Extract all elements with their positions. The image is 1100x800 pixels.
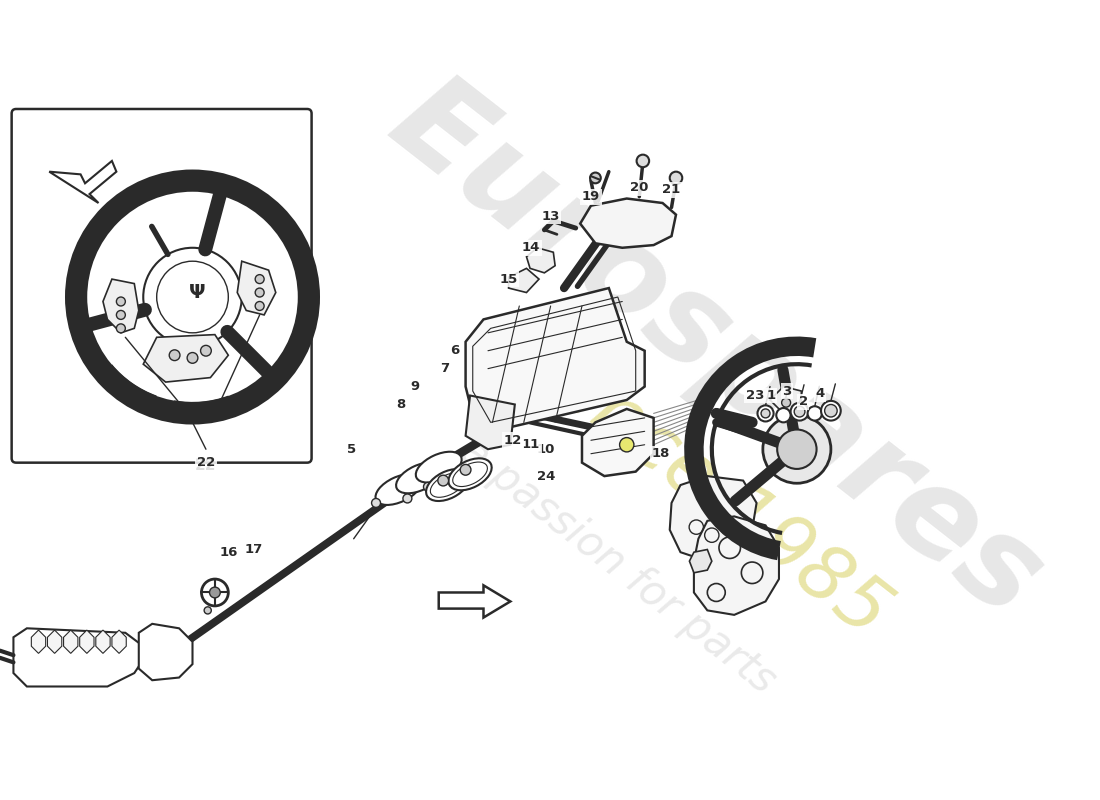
Text: 17: 17: [244, 543, 263, 556]
Text: 14: 14: [521, 242, 540, 254]
Ellipse shape: [396, 462, 442, 494]
Text: 6: 6: [450, 344, 460, 358]
Text: 22: 22: [195, 458, 217, 473]
Text: 11: 11: [521, 438, 540, 451]
Polygon shape: [439, 586, 510, 618]
Text: a passion for parts: a passion for parts: [452, 430, 783, 702]
Circle shape: [205, 607, 211, 614]
Polygon shape: [508, 268, 539, 293]
Text: 3: 3: [782, 385, 792, 398]
Text: 4: 4: [815, 387, 825, 400]
Circle shape: [670, 172, 682, 184]
Circle shape: [255, 274, 264, 283]
Circle shape: [590, 173, 601, 183]
Circle shape: [424, 482, 432, 491]
Circle shape: [117, 324, 125, 333]
Polygon shape: [582, 409, 653, 476]
Circle shape: [200, 346, 211, 356]
Ellipse shape: [375, 474, 421, 505]
Circle shape: [255, 302, 264, 310]
Circle shape: [778, 430, 816, 469]
Circle shape: [201, 579, 229, 606]
Text: Ψ: Ψ: [189, 283, 206, 302]
Text: 1: 1: [767, 389, 775, 402]
Circle shape: [637, 154, 649, 167]
Polygon shape: [103, 279, 139, 333]
Circle shape: [255, 288, 264, 297]
Circle shape: [187, 353, 198, 363]
Circle shape: [619, 438, 634, 452]
Text: 24: 24: [537, 470, 556, 482]
Circle shape: [372, 498, 381, 507]
Circle shape: [438, 475, 449, 486]
Polygon shape: [670, 476, 757, 561]
Text: 16: 16: [219, 546, 238, 558]
Polygon shape: [770, 386, 801, 418]
Text: 22: 22: [197, 456, 216, 469]
Circle shape: [761, 409, 770, 418]
Polygon shape: [79, 630, 94, 654]
Circle shape: [807, 406, 822, 421]
Circle shape: [825, 405, 837, 417]
Polygon shape: [143, 334, 229, 382]
Circle shape: [403, 494, 411, 503]
Ellipse shape: [416, 452, 462, 482]
Text: 15: 15: [499, 273, 518, 286]
Ellipse shape: [426, 469, 470, 501]
Circle shape: [791, 402, 808, 421]
Circle shape: [460, 465, 471, 475]
Text: 9: 9: [410, 380, 419, 393]
Text: 18: 18: [651, 447, 670, 460]
Text: 2: 2: [799, 395, 807, 408]
Circle shape: [782, 398, 791, 407]
Polygon shape: [96, 630, 110, 654]
Text: 20: 20: [630, 182, 649, 194]
Text: 7: 7: [440, 362, 450, 375]
Circle shape: [169, 350, 180, 361]
Text: since 1985: since 1985: [529, 337, 903, 651]
Polygon shape: [690, 550, 712, 573]
Text: 10: 10: [536, 442, 554, 456]
Polygon shape: [112, 630, 126, 654]
Polygon shape: [31, 630, 46, 654]
Polygon shape: [50, 161, 117, 203]
Circle shape: [117, 310, 125, 319]
Polygon shape: [465, 395, 515, 450]
Circle shape: [821, 401, 840, 421]
Circle shape: [777, 408, 791, 422]
Polygon shape: [47, 630, 62, 654]
Text: 21: 21: [662, 183, 681, 196]
Circle shape: [209, 587, 220, 598]
Polygon shape: [139, 624, 192, 680]
Text: 12: 12: [504, 434, 522, 446]
Polygon shape: [527, 248, 556, 273]
Polygon shape: [694, 516, 779, 615]
FancyBboxPatch shape: [12, 109, 311, 462]
Circle shape: [794, 406, 805, 417]
Text: 8: 8: [396, 398, 406, 411]
Polygon shape: [64, 630, 78, 654]
Text: 5: 5: [348, 442, 356, 456]
Circle shape: [762, 415, 830, 483]
Text: 19: 19: [582, 190, 601, 203]
Text: Eurospares: Eurospares: [367, 60, 1065, 642]
Polygon shape: [465, 288, 645, 431]
Circle shape: [758, 406, 773, 422]
Ellipse shape: [449, 458, 492, 490]
Polygon shape: [13, 628, 143, 686]
Polygon shape: [238, 262, 276, 315]
Polygon shape: [580, 198, 676, 248]
Text: 13: 13: [541, 210, 560, 223]
Text: 23: 23: [746, 389, 764, 402]
Circle shape: [117, 297, 125, 306]
